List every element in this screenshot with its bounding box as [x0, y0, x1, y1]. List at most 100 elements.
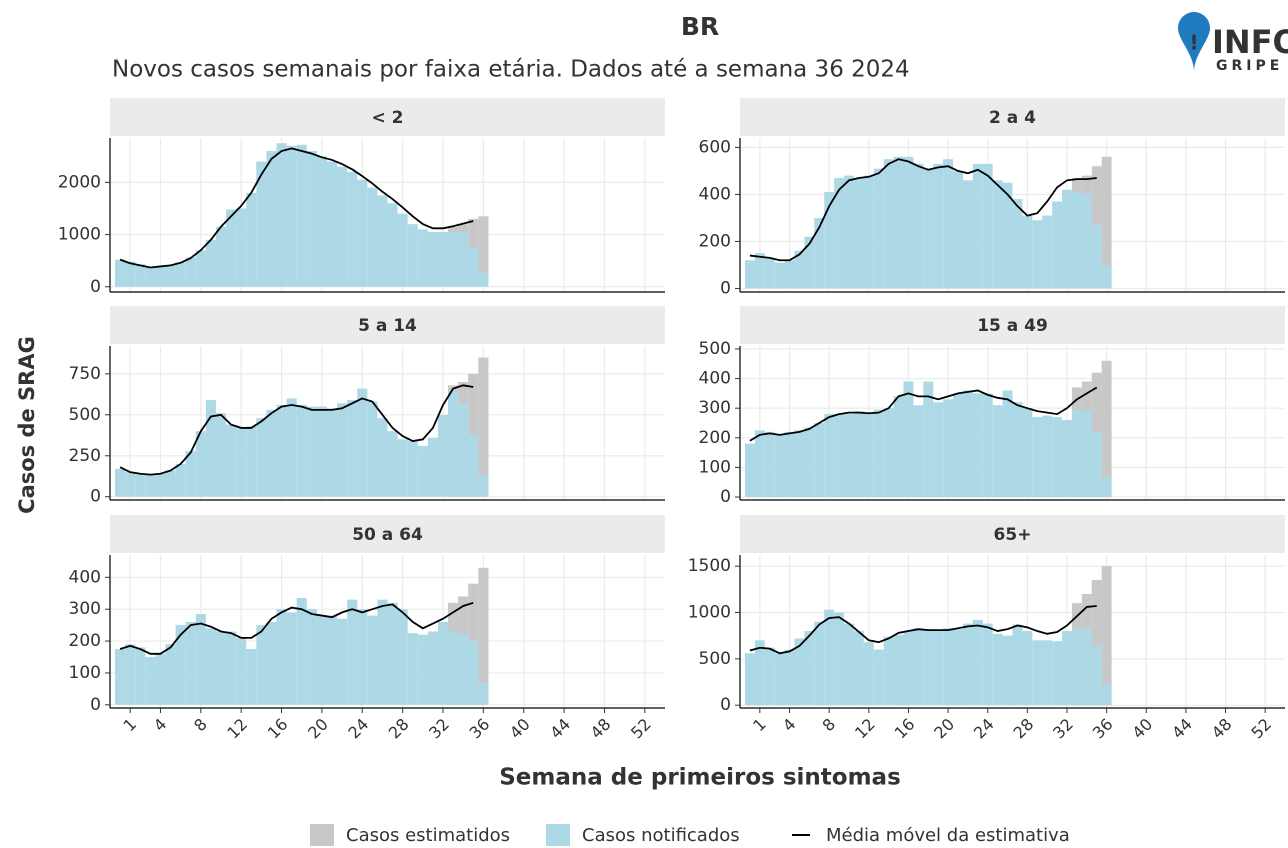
- bar: [913, 628, 924, 706]
- bar: [814, 217, 825, 289]
- bar: [744, 443, 755, 498]
- bar: [236, 427, 247, 497]
- bar: [115, 649, 126, 705]
- bar: [357, 179, 368, 287]
- bar: [1012, 199, 1023, 289]
- bar: [387, 602, 398, 705]
- bar: [468, 247, 479, 287]
- bar: [266, 151, 277, 287]
- bar: [397, 213, 408, 287]
- bar: [903, 631, 914, 706]
- bar: [923, 629, 934, 706]
- bar: [814, 621, 825, 706]
- moving-average-line: [119, 147, 474, 269]
- y-tick-label: 0: [90, 277, 101, 297]
- x-tick-label: 32: [425, 715, 453, 743]
- x-tick-label: 36: [1089, 715, 1117, 743]
- x-tick-label: 4: [150, 715, 171, 736]
- bar: [1081, 411, 1092, 498]
- strip: [740, 515, 1285, 553]
- y-tick-label: 100: [69, 663, 101, 683]
- bar: [834, 414, 845, 498]
- y-tick-label: 1500: [688, 556, 731, 576]
- estimated-bar: [478, 216, 489, 287]
- moving-average-line: [119, 384, 474, 476]
- bar: [1042, 640, 1053, 706]
- bar: [195, 250, 206, 287]
- bar: [1022, 215, 1033, 289]
- x-tick-label: 48: [1208, 715, 1236, 743]
- bar: [367, 187, 378, 287]
- x-tick-label: 4: [779, 715, 800, 736]
- bar: [135, 647, 146, 705]
- bar: [754, 640, 765, 706]
- bar: [804, 236, 815, 289]
- bar: [784, 431, 795, 498]
- x-tick-label: 24: [344, 715, 372, 743]
- strip: [110, 98, 665, 136]
- bar: [115, 468, 126, 497]
- estimated-bar: [1091, 580, 1102, 706]
- bar: [992, 405, 1003, 498]
- bar: [417, 634, 428, 705]
- legend-swatch: [546, 824, 570, 846]
- bar: [853, 177, 864, 289]
- bar: [427, 631, 438, 705]
- y-tick-label: 750: [69, 364, 101, 384]
- bar: [276, 143, 287, 287]
- bar: [903, 156, 914, 289]
- bar: [972, 619, 983, 706]
- bar: [933, 402, 944, 498]
- bar: [1012, 624, 1023, 706]
- bar: [397, 439, 408, 497]
- logo-mark: !: [1189, 31, 1198, 55]
- bar: [347, 171, 358, 287]
- bar: [155, 473, 166, 497]
- bar: [256, 161, 267, 287]
- bar: [468, 641, 479, 705]
- y-tick-label: 300: [69, 599, 101, 619]
- bar: [982, 163, 993, 289]
- bar: [1091, 431, 1102, 498]
- panel-title: 65+: [994, 525, 1032, 545]
- bar: [458, 403, 469, 497]
- bar: [306, 151, 317, 287]
- bar: [306, 406, 317, 497]
- bar: [377, 418, 388, 497]
- x-tick-label: 24: [970, 715, 998, 743]
- bar: [982, 393, 993, 498]
- bar: [804, 631, 815, 706]
- x-tick-label: 32: [1049, 715, 1077, 743]
- bar: [992, 633, 1003, 706]
- y-tick-label: 200: [699, 231, 731, 251]
- bar: [266, 409, 277, 497]
- bar: [992, 180, 1003, 289]
- bar: [215, 226, 227, 287]
- bar: [824, 192, 835, 289]
- bar: [256, 625, 267, 705]
- bar: [1062, 189, 1072, 289]
- bar: [774, 653, 785, 706]
- bar: [933, 631, 944, 706]
- bar: [794, 250, 805, 289]
- bar: [1071, 409, 1082, 498]
- bar: [478, 272, 489, 287]
- bar: [195, 613, 206, 705]
- bar: [316, 406, 327, 497]
- strip: [110, 515, 665, 553]
- bar: [903, 381, 914, 498]
- bar: [185, 621, 196, 705]
- bar: [943, 159, 954, 289]
- bar: [246, 192, 257, 287]
- bar: [427, 437, 438, 497]
- bar: [923, 381, 934, 498]
- bar: [407, 633, 418, 705]
- legend-label: Casos estimatidos: [346, 825, 510, 846]
- bar: [407, 224, 418, 287]
- bar: [1081, 194, 1092, 289]
- x-tick-label: 16: [891, 715, 919, 743]
- x-tick-label: 44: [1168, 715, 1196, 743]
- strip: [740, 98, 1285, 136]
- bar: [873, 649, 884, 706]
- bar: [1022, 408, 1033, 498]
